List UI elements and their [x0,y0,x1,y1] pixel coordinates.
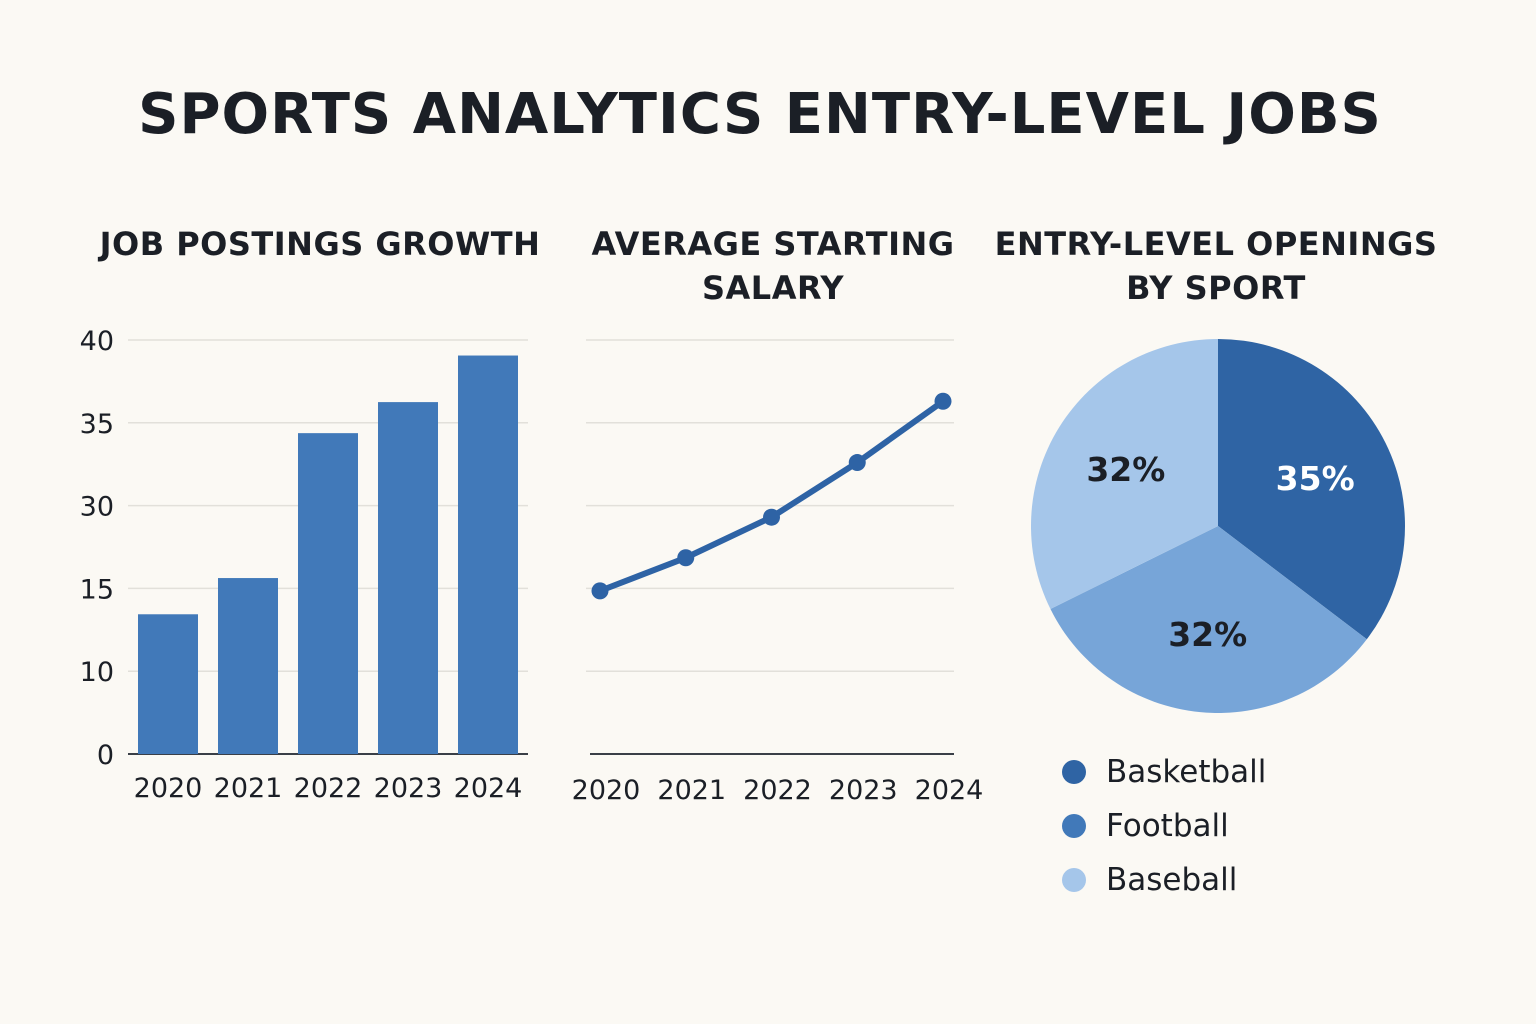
legend-swatch [1062,814,1086,838]
legend-item-basketball: Basketball [1062,752,1266,792]
bar-y-tick-label: 0 [97,740,114,771]
bar [138,614,198,754]
line-x-tick-label: 2023 [829,775,898,806]
line-point [591,582,609,600]
page-title: SPORTS ANALYTICS ENTRY-LEVEL JOBS [138,82,1382,147]
line-x-tick-label: 2024 [915,775,984,806]
pie-slice-football [1050,526,1367,713]
bar-x-tick-label: 2021 [214,773,283,804]
bar-y-tick-label: 15 [80,574,114,605]
bar [378,402,438,754]
legend-item-baseball: Baseball [1062,860,1266,900]
legend-label: Baseball [1106,862,1238,898]
legend-item-football: Football [1062,806,1266,846]
bar-x-tick-label: 2022 [294,773,363,804]
bar-y-tick-label: 40 [80,326,114,357]
bar-chart-title: JOB POSTINGS GROWTH [99,225,541,263]
line-point [848,454,866,472]
bar-y-tick-label: 35 [80,409,114,440]
line-point [934,392,952,410]
bar-y-tick-label: 10 [80,657,114,688]
line-x-tick-label: 2020 [572,775,641,806]
pie-slice-label: 32% [1168,615,1247,654]
line-point [677,549,695,567]
openings-pie-chart: 35% 32% 32% [1031,339,1405,713]
bar-x-tick-label: 2024 [454,773,523,804]
line-x-tick-label: 2021 [657,775,726,806]
bar [298,433,358,754]
bar-y-tick-label: 30 [80,492,114,523]
bar [458,355,518,754]
pie-slice-baseball [1031,339,1218,610]
bar [218,578,278,754]
line-x-tick-label: 2022 [743,775,812,806]
salary-line-chart: 2020 2021 2022 2023 2024 [572,339,984,806]
salary-series-line [597,398,946,594]
legend-swatch [1062,868,1086,892]
legend-label: Football [1106,808,1229,844]
bar-x-tick-label: 2020 [134,773,203,804]
line-chart-title: AVERAGE STARTING SALARY [591,225,955,307]
pie-legend: Basketball Football Baseball [1062,752,1266,900]
job-postings-bar-chart: 0 10 15 30 35 40 2020 2021 2022 2023 2024 [80,326,528,804]
legend-label: Basketball [1106,754,1267,790]
bar-x-tick-label: 2023 [374,773,443,804]
legend-swatch [1062,760,1086,784]
line-point [763,508,780,526]
pie-slice-basketball [1218,339,1405,640]
pie-slice-label: 35% [1276,459,1355,498]
pie-slice-label: 32% [1086,450,1165,489]
pie-chart-title: ENTRY-LEVEL OPENINGS BY SPORT [994,225,1438,307]
